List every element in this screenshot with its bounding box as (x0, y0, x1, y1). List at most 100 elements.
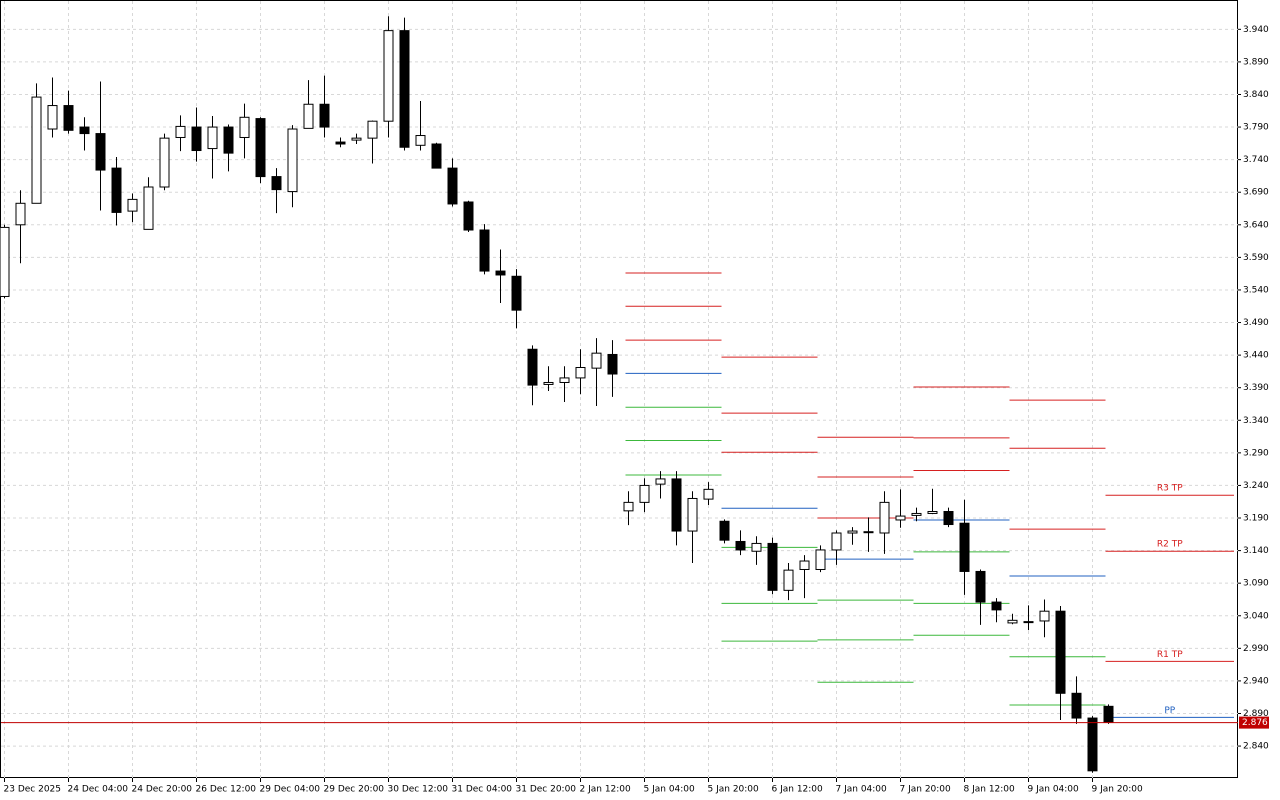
x-tick-label: 29 Dec 04:00 (260, 785, 321, 795)
x-tick-label: 31 Dec 20:00 (516, 785, 577, 795)
x-tick-label: 24 Dec 04:00 (68, 785, 129, 795)
x-tick-label: 6 Jan 12:00 (772, 785, 824, 795)
candle-body (463, 201, 474, 231)
candle-body (991, 601, 1002, 611)
y-tick-label: 3.290 (1243, 448, 1269, 458)
candle-body (479, 229, 490, 272)
candle-body (351, 137, 362, 141)
candle-body (191, 126, 202, 152)
candle-body (143, 186, 154, 230)
candle-body (1071, 692, 1082, 719)
candle-body (1023, 621, 1034, 624)
candle-body (79, 126, 90, 135)
x-tick-label: 5 Jan 04:00 (644, 785, 696, 795)
candle-body (575, 366, 586, 379)
candle-body (239, 116, 250, 138)
x-tick-label: 31 Dec 04:00 (452, 785, 513, 795)
y-tick-label: 3.590 (1243, 253, 1269, 263)
y-tick-label: 3.640 (1243, 220, 1269, 230)
y-tick-label: 2.990 (1243, 644, 1269, 654)
last-price-box (1239, 716, 1269, 729)
candle-body (0, 226, 10, 297)
x-tick-label: 9 Jan 20:00 (1092, 785, 1144, 795)
y-tick-label: 3.390 (1243, 383, 1269, 393)
candle-body (543, 381, 554, 385)
candle-body (735, 540, 746, 551)
candle-body (591, 352, 602, 369)
candle-body (431, 143, 442, 169)
candle-body (1007, 619, 1018, 624)
x-tick-label: 29 Dec 20:00 (324, 785, 385, 795)
candle-body (31, 96, 42, 204)
y-tick-label: 3.240 (1243, 481, 1269, 491)
candle-body (751, 542, 762, 552)
candle-body (127, 198, 138, 212)
y-tick-label: 3.540 (1243, 285, 1269, 295)
y-tick-label: 3.490 (1243, 318, 1269, 328)
candle-body (111, 167, 122, 213)
candle-body (367, 120, 378, 139)
candle-body (975, 570, 986, 603)
candle-body (671, 478, 682, 532)
candle-body (495, 270, 506, 276)
candle-body (287, 128, 298, 193)
candle-body (623, 501, 634, 512)
x-tick-label: 26 Dec 12:00 (196, 785, 257, 795)
y-tick-label: 3.140 (1243, 546, 1269, 556)
y-tick-label: 3.340 (1243, 416, 1269, 426)
candle-body (47, 105, 58, 130)
y-tick-label: 3.940 (1243, 25, 1269, 35)
y-tick-label: 3.890 (1243, 57, 1269, 67)
candle-body (527, 348, 538, 386)
resistance-line-label: R3 TP (1157, 484, 1183, 494)
candle-body (1087, 717, 1098, 772)
candle-body (335, 141, 346, 145)
candle-body (687, 497, 698, 532)
pivot-line-label: PP (1164, 706, 1175, 716)
y-tick-label: 3.840 (1243, 90, 1269, 100)
candle-body (303, 103, 314, 129)
y-tick-label: 2.840 (1243, 742, 1269, 752)
y-tick-label: 2.890 (1243, 709, 1269, 719)
candle-body (639, 484, 650, 503)
candle-body (175, 125, 186, 138)
candle-body (863, 531, 874, 534)
y-tick-label: 3.440 (1243, 351, 1269, 361)
x-tick-label: 9 Jan 04:00 (1028, 785, 1080, 795)
candle-body (655, 478, 666, 485)
resistance-line-label: R1 TP (1157, 650, 1183, 660)
candle-body (879, 501, 890, 534)
candle-body (783, 569, 794, 591)
candle-body (1055, 610, 1066, 694)
y-tick-label: 3.190 (1243, 514, 1269, 524)
plot-frame (0, 0, 1238, 778)
candle-body (207, 126, 218, 150)
x-tick-label: 2 Jan 12:00 (580, 785, 632, 795)
candle-body (559, 377, 570, 383)
candle-body (1103, 705, 1114, 723)
candle-body (895, 515, 906, 521)
candle-body (847, 530, 858, 534)
candle-body (415, 135, 426, 146)
candle-body (831, 532, 842, 551)
last-price-label: 2.876 (1242, 718, 1268, 728)
y-tick-label: 3.740 (1243, 155, 1269, 165)
x-tick-label: 24 Dec 20:00 (132, 785, 193, 795)
x-tick-label: 8 Jan 12:00 (964, 785, 1016, 795)
candle-body (703, 488, 714, 500)
x-tick-label: 5 Jan 20:00 (708, 785, 760, 795)
y-tick-label: 3.690 (1243, 188, 1269, 198)
candle-body (319, 103, 330, 128)
candle-body (927, 510, 938, 514)
candle-body (271, 176, 282, 191)
y-tick-label: 3.090 (1243, 579, 1269, 589)
candle-body (223, 126, 234, 154)
candle-body (1039, 610, 1050, 622)
candle-body (911, 512, 922, 516)
candle-body (767, 542, 778, 591)
candle-body (399, 30, 410, 148)
candle-body (15, 202, 26, 226)
candle-body (447, 167, 458, 205)
candle-body (95, 133, 106, 171)
